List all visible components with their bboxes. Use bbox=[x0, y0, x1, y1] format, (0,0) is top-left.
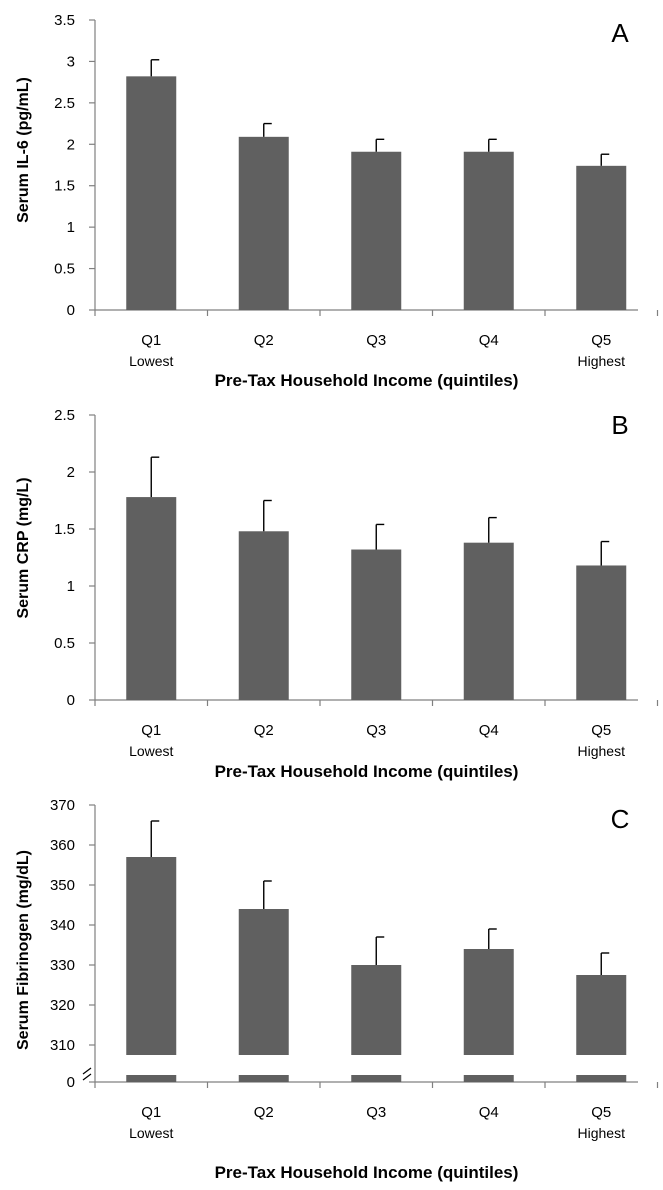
chart-panel-c: 0 310 320 330 340 350 360 370 Q1 Lowest Q2 Q3 Q4 Q5 Hi… bbox=[15, 797, 659, 1182]
bar bbox=[576, 975, 627, 1055]
bar bbox=[463, 151, 514, 310]
bar bbox=[351, 549, 402, 700]
x-tick-label: Q1 bbox=[141, 722, 161, 739]
bar bbox=[463, 542, 514, 700]
x-tick-label: Q4 bbox=[479, 332, 499, 349]
y-tick-label: 350 bbox=[50, 877, 75, 894]
x-axis-title: Pre-Tax Household Income (quintiles) bbox=[215, 371, 519, 390]
x-tick-sublabel: Highest bbox=[578, 353, 626, 369]
x-tick-label: Q5 bbox=[591, 1104, 611, 1121]
y-tick-label: 330 bbox=[50, 957, 75, 974]
axis-break-mark bbox=[82, 1073, 92, 1081]
x-tick-label: Q2 bbox=[254, 722, 274, 739]
bar-base-segment bbox=[238, 1075, 289, 1082]
bar-base-segment bbox=[463, 1075, 514, 1082]
y-tick-label: 320 bbox=[50, 997, 75, 1014]
chart-panel-a: 0 0.5 1 1.5 2 2.5 3 3.5 Q1 Lowest Q2 Q3 Q4 Q5 Highest P… bbox=[15, 12, 659, 390]
y-tick-label: 370 bbox=[50, 797, 75, 814]
y-tick-label: 2 bbox=[67, 464, 75, 481]
x-tick-label: Q1 bbox=[141, 1104, 161, 1121]
bar bbox=[576, 565, 627, 700]
panel-label: C bbox=[611, 804, 630, 834]
x-tick-label: Q2 bbox=[254, 332, 274, 349]
bar bbox=[576, 165, 627, 310]
x-tick-label: Q5 bbox=[591, 332, 611, 349]
chart-panel-b: 0 0.5 1 1.5 2 2.5 Q1 Lowest Q2 Q3 Q4 Q5 Highest Pre-T… bbox=[15, 407, 659, 781]
y-tick-label: 0.5 bbox=[54, 261, 75, 278]
x-tick-label: Q4 bbox=[479, 1104, 499, 1121]
y-axis-title: Serum IL-6 (pg/mL) bbox=[15, 77, 32, 223]
bar-base-segment bbox=[576, 1075, 627, 1082]
axis-break-mark bbox=[82, 1067, 92, 1075]
y-tick-label: 3.5 bbox=[54, 12, 75, 29]
y-tick-label: 2.5 bbox=[54, 95, 75, 112]
y-tick-label: 1.5 bbox=[54, 521, 75, 538]
y-tick-label: 1 bbox=[67, 219, 75, 236]
x-tick-label: Q3 bbox=[366, 1104, 386, 1121]
y-axis-title: Serum CRP (mg/L) bbox=[15, 477, 32, 618]
y-tick-label: 310 bbox=[50, 1037, 75, 1054]
x-tick-sublabel: Highest bbox=[578, 1125, 626, 1141]
panel-label: B bbox=[611, 410, 628, 440]
y-tick-label: 340 bbox=[50, 917, 75, 934]
y-tick-label: 2 bbox=[67, 136, 75, 153]
x-tick-sublabel: Lowest bbox=[129, 743, 173, 759]
bar bbox=[351, 151, 402, 310]
x-tick-label: Q2 bbox=[254, 1104, 274, 1121]
y-tick-label: 2.5 bbox=[54, 407, 75, 424]
y-tick-label: 0.5 bbox=[54, 635, 75, 652]
y-tick-label: 1.5 bbox=[54, 178, 75, 195]
x-tick-label: Q3 bbox=[366, 722, 386, 739]
bar bbox=[126, 857, 177, 1055]
x-tick-sublabel: Highest bbox=[578, 743, 626, 759]
x-axis-title: Pre-Tax Household Income (quintiles) bbox=[215, 762, 519, 781]
x-tick-label: Q3 bbox=[366, 332, 386, 349]
y-tick-label: 0 bbox=[67, 1074, 75, 1091]
y-tick-label: 1 bbox=[67, 578, 75, 595]
y-axis-title: Serum Fibrinogen (mg/dL) bbox=[15, 850, 32, 1050]
x-tick-sublabel: Lowest bbox=[129, 1125, 173, 1141]
bar bbox=[238, 909, 289, 1055]
bar bbox=[463, 949, 514, 1055]
bar bbox=[238, 531, 289, 700]
bar-base-segment bbox=[351, 1075, 402, 1082]
bar-base-segment bbox=[126, 1075, 177, 1082]
x-tick-label: Q1 bbox=[141, 332, 161, 349]
bar bbox=[351, 965, 402, 1055]
x-axis-title: Pre-Tax Household Income (quintiles) bbox=[215, 1163, 519, 1182]
bar bbox=[126, 497, 177, 700]
y-tick-label: 3 bbox=[67, 53, 75, 70]
x-tick-label: Q4 bbox=[479, 722, 499, 739]
x-tick-label: Q5 bbox=[591, 722, 611, 739]
y-tick-label: 0 bbox=[67, 302, 75, 319]
panel-label: A bbox=[611, 18, 629, 48]
bar bbox=[126, 76, 177, 310]
x-tick-sublabel: Lowest bbox=[129, 353, 173, 369]
y-tick-label: 0 bbox=[67, 692, 75, 709]
y-tick-label: 360 bbox=[50, 837, 75, 854]
bar bbox=[238, 136, 289, 310]
